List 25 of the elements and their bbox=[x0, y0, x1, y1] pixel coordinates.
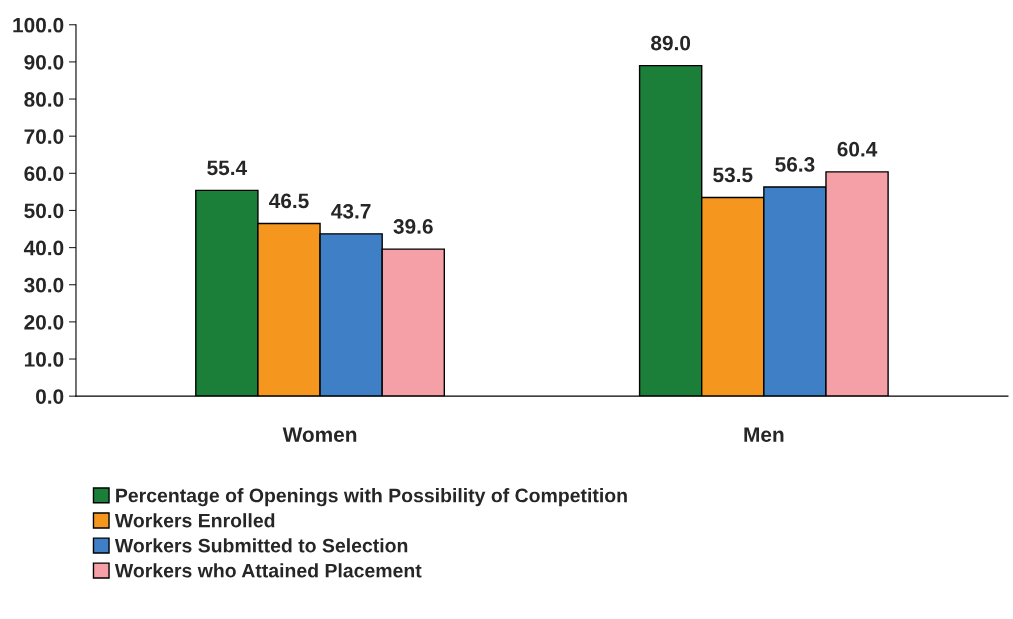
text: 60.4 bbox=[837, 141, 878, 157]
text: 39.6 bbox=[393, 219, 433, 234]
x-tick-label: Women bbox=[282, 427, 357, 443]
text: 56.3 bbox=[775, 157, 815, 172]
text: 53.5 bbox=[713, 167, 753, 183]
y-tick-label: 0.0 bbox=[36, 389, 64, 404]
y-tick-label: 10.0 bbox=[24, 352, 64, 367]
text: 89.0 bbox=[651, 35, 691, 51]
y-tick-label: 70.0 bbox=[24, 129, 64, 144]
y-tick-label: 100.0 bbox=[13, 17, 64, 33]
y-tick-label: 90.0 bbox=[24, 54, 64, 70]
legend-label: Workers Enrolled bbox=[114, 513, 275, 528]
y-tick-label: 40.0 bbox=[23, 240, 64, 256]
text: 46.5 bbox=[269, 193, 309, 209]
legend-label: Percentage of Openings with Possibility of Competition bbox=[116, 488, 627, 507]
y-tick-label: 60.0 bbox=[24, 166, 64, 182]
y-tick-label: 20.0 bbox=[24, 314, 64, 330]
y-tick-label: 30.0 bbox=[24, 277, 64, 293]
legend-label: Workers Submitted to Selection bbox=[114, 538, 408, 553]
text: 55.4 bbox=[207, 160, 248, 176]
x-tick-label: Men bbox=[744, 427, 784, 443]
legend-label: Workers who Attained Placement bbox=[114, 563, 422, 578]
y-tick-label: 50.0 bbox=[24, 203, 64, 219]
text: 43.7 bbox=[331, 203, 371, 219]
y-tick-label: 80.0 bbox=[24, 92, 64, 107]
